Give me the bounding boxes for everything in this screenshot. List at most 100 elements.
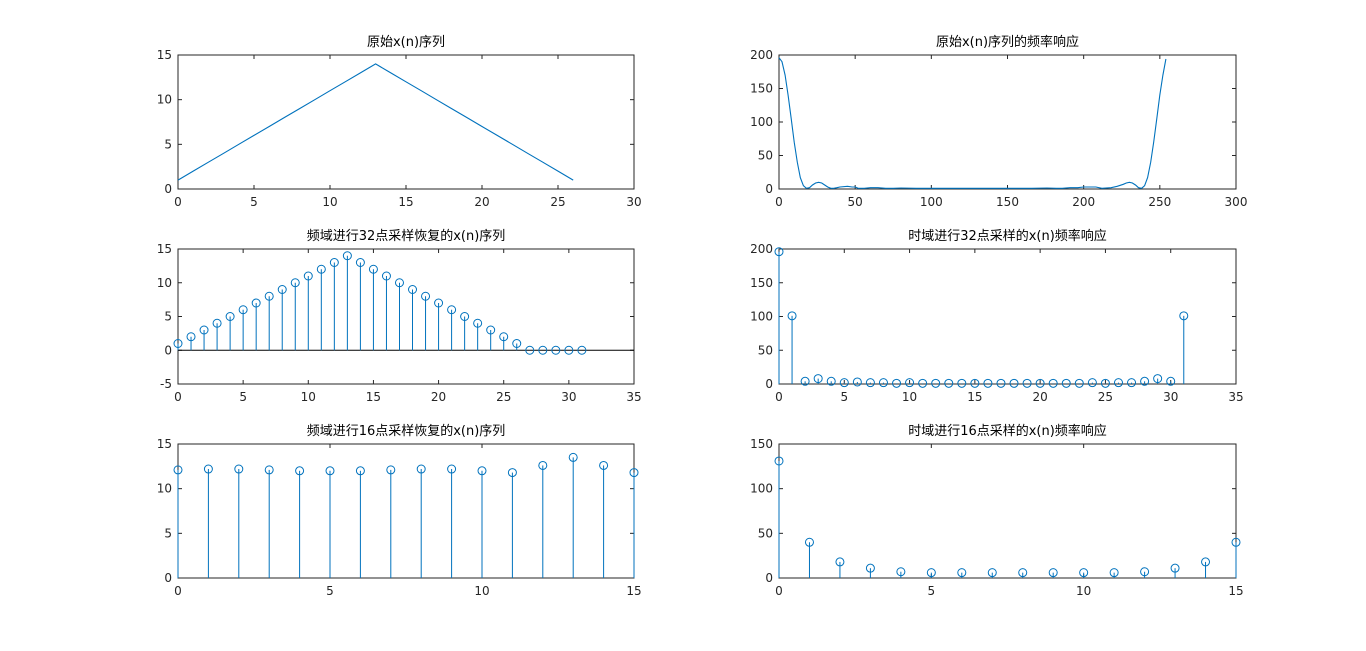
x-tick-label: 50 (848, 195, 863, 209)
stem-marker (1022, 378, 1032, 388)
stem-marker (1153, 374, 1163, 384)
series-line (177, 63, 574, 181)
stem-marker (416, 464, 426, 474)
axes-box (778, 248, 1237, 385)
x-tick-label: 15 (967, 390, 982, 404)
y-tick-label: 15 (157, 242, 172, 256)
stem-marker (865, 563, 875, 573)
stem-marker (525, 345, 535, 355)
y-tick-label: 200 (750, 48, 773, 62)
y-tick-label: 0 (164, 571, 172, 585)
stem-marker (774, 456, 784, 466)
stem-marker (512, 339, 522, 348)
stem-marker (316, 264, 326, 274)
stem-marker (1179, 311, 1189, 321)
x-tick-label: 15 (626, 584, 641, 598)
stem-marker (926, 568, 936, 578)
x-tick-label: 0 (775, 584, 783, 598)
stem-marker (878, 378, 888, 388)
stem-marker (486, 325, 496, 335)
stem-marker (568, 452, 578, 462)
stem-marker (473, 318, 483, 328)
stem-marker (295, 466, 305, 476)
y-tick-label: 100 (750, 482, 773, 496)
stem-marker (1035, 378, 1045, 388)
stem-marker (238, 305, 248, 315)
y-tick-label: -5 (160, 377, 172, 391)
x-tick-label: 35 (1228, 390, 1243, 404)
y-tick-label: 50 (758, 526, 773, 540)
y-tick-label: 0 (164, 182, 172, 196)
y-tick-label: 5 (164, 526, 172, 540)
axes-box (778, 54, 1237, 190)
x-tick-label: 0 (174, 584, 182, 598)
stem-marker (277, 285, 287, 294)
y-tick-label: 5 (164, 137, 172, 151)
stem-marker (355, 466, 365, 476)
stem-marker (234, 464, 244, 474)
stem-marker (434, 298, 444, 308)
x-tick-label: 20 (474, 195, 489, 209)
x-tick-label: 10 (474, 584, 489, 598)
stem-marker (386, 465, 396, 475)
stem-marker (813, 374, 823, 384)
stem-marker (826, 376, 836, 386)
x-tick-label: 5 (840, 390, 848, 404)
stem-marker (1074, 378, 1084, 388)
stem-marker (957, 378, 967, 388)
plot-p4: 0 5 10 15 20 25 30 35 0 50 100 150 200 时域进行32点采样的x(n)… (750, 228, 1244, 404)
stem-marker (1061, 378, 1071, 388)
stem-marker (368, 264, 378, 274)
stem-marker (839, 378, 849, 388)
y-tick-label: 150 (750, 82, 773, 96)
stem-marker (970, 378, 980, 388)
stem-marker (447, 464, 457, 474)
stem-marker (460, 312, 470, 321)
stem-marker (225, 312, 235, 321)
stem-marker (355, 258, 365, 267)
y-tick-label: 150 (750, 276, 773, 290)
stem-marker (325, 466, 335, 476)
x-tick-label: 15 (1228, 584, 1243, 598)
chart-title: 原始x(n)序列的频率响应 (936, 34, 1079, 50)
stem-marker (774, 247, 784, 257)
plot-p5: 0 5 10 15 0 5 10 15 频域进行16点采样恢复的x(n)序列 (157, 423, 642, 598)
stem-marker (264, 291, 274, 301)
y-tick-label: 50 (758, 343, 773, 357)
chart-title: 频域进行32点采样恢复的x(n)序列 (307, 228, 506, 244)
stem-marker (896, 567, 906, 577)
series-line (778, 57, 1167, 189)
x-tick-label: 15 (398, 195, 413, 209)
x-tick-label: 5 (239, 390, 247, 404)
stem-marker (538, 345, 548, 355)
stem-marker (996, 378, 1006, 388)
y-tick-label: 10 (157, 482, 172, 496)
x-tick-label: 35 (626, 390, 641, 404)
stem-marker (251, 298, 261, 308)
x-tick-label: 10 (322, 195, 337, 209)
stem-marker (905, 378, 915, 388)
stem-marker (1170, 563, 1180, 573)
stem-marker (447, 305, 457, 315)
stem-marker (892, 378, 902, 388)
stem-marker (394, 278, 404, 288)
y-tick-label: 15 (157, 48, 172, 62)
stem-marker (1140, 567, 1150, 577)
axes-box (177, 248, 635, 385)
stem-marker (186, 332, 196, 342)
stem-marker (1087, 378, 1097, 388)
x-tick-label: 150 (996, 195, 1019, 209)
x-tick-label: 20 (1033, 390, 1048, 404)
chart-title: 频域进行16点采样恢复的x(n)序列 (307, 423, 506, 439)
stem-marker (918, 378, 928, 388)
chart-title: 原始x(n)序列 (367, 35, 445, 50)
stem-marker (290, 278, 300, 288)
stem-marker (212, 318, 222, 328)
stem-marker (865, 378, 875, 388)
x-tick-label: 25 (550, 195, 565, 209)
x-tick-label: 25 (1098, 390, 1113, 404)
stem-marker (1140, 376, 1150, 386)
y-tick-label: 100 (750, 115, 773, 129)
